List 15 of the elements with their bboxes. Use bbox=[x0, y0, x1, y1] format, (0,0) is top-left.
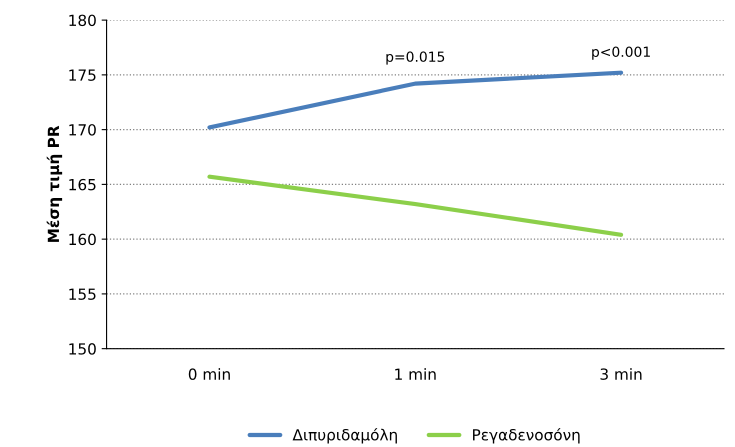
x-tick-label: 1 min bbox=[395, 368, 436, 380]
y-tick-label: 160 bbox=[69, 234, 96, 246]
y-axis-title: Μέση τιμή PR bbox=[46, 126, 62, 242]
legend-label: Διπυριδαμόλη bbox=[292, 428, 397, 444]
y-tick-label: 165 bbox=[69, 178, 96, 190]
y-tick-label: 170 bbox=[69, 124, 96, 136]
y-tick-label: 150 bbox=[69, 343, 96, 355]
legend-label: Ρεγαδενοσόνη bbox=[473, 428, 580, 444]
x-tick-label: 3 min bbox=[600, 368, 642, 380]
y-tick-label: 175 bbox=[69, 70, 96, 81]
x-tick-label: 0 min bbox=[188, 368, 230, 380]
annotation: p=0.015 bbox=[386, 51, 444, 65]
y-tick-label: 180 bbox=[69, 14, 96, 26]
annotation: p<0.001 bbox=[592, 46, 650, 60]
y-tick-label: 155 bbox=[69, 288, 96, 300]
